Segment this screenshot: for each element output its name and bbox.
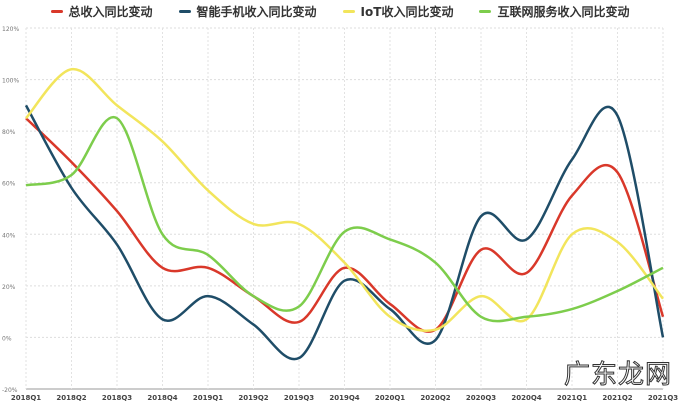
y-tick-label: 40% (2, 232, 16, 239)
x-tick-label: 2019Q1 (193, 394, 223, 402)
legend-label: 互联网服务收入同比变动 (497, 5, 630, 19)
legend-swatch (50, 10, 63, 13)
y-tick-label: -20% (2, 387, 18, 394)
x-tick-label: 2019Q2 (238, 394, 268, 402)
x-tick-label: 2020Q4 (511, 394, 541, 402)
legend-swatch (479, 10, 492, 13)
x-tick-label: 2021Q3 (648, 394, 678, 402)
series-line-1 (24, 104, 665, 361)
legend-swatch (178, 10, 191, 13)
x-tick-label: 2019Q3 (284, 394, 314, 402)
legend-swatch (342, 10, 355, 13)
legend-item-iot: IoT收入同比变动 (342, 3, 454, 20)
x-tick-label: 2018Q4 (147, 394, 177, 402)
x-tick-label: 2018Q1 (11, 394, 41, 402)
x-tick-label: 2018Q3 (102, 394, 132, 402)
y-tick-label: 120% (2, 26, 19, 33)
watermark: 广东龙网 (563, 360, 672, 391)
legend-label: 总收入同比变动 (68, 5, 153, 19)
legend-item-total: 总收入同比变动 (50, 3, 153, 20)
legend: 总收入同比变动 智能手机收入同比变动 IoT收入同比变动 互联网服务收入同比变动 (0, 3, 680, 20)
x-tick-label: 2021Q2 (602, 394, 632, 402)
x-tick-label: 2018Q2 (56, 394, 86, 402)
y-tick-label: 0% (2, 335, 12, 342)
series-line-3 (25, 115, 664, 323)
legend-item-smartphone: 智能手机收入同比变动 (178, 3, 317, 20)
series-line-2 (25, 68, 664, 332)
y-tick-label: 80% (2, 129, 16, 136)
x-tick-label: 2020Q2 (420, 394, 450, 402)
legend-label: 智能手机收入同比变动 (196, 5, 317, 19)
legend-item-internet: 互联网服务收入同比变动 (479, 3, 629, 20)
y-tick-label: 20% (2, 284, 16, 291)
legend-label: IoT收入同比变动 (360, 5, 454, 19)
y-tick-label: 100% (2, 78, 19, 85)
x-tick-label: 2019Q4 (329, 394, 359, 402)
x-tick-label: 2020Q3 (466, 394, 496, 402)
x-tick-label: 2021Q1 (557, 394, 587, 402)
y-tick-label: 60% (2, 181, 16, 188)
x-tick-label: 2020Q1 (375, 394, 405, 402)
